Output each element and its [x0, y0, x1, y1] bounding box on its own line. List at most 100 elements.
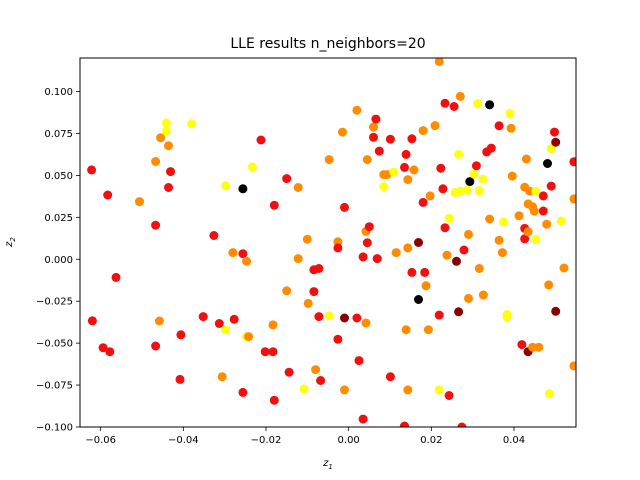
y-tick-label: 0.025 [44, 213, 73, 224]
scatter-point [474, 264, 484, 273]
scatter-point [151, 341, 161, 351]
scatter-point [371, 114, 381, 124]
scatter-point [538, 206, 548, 216]
scatter-point [440, 223, 450, 233]
scatter-point [528, 342, 538, 352]
scatter-point [421, 281, 431, 291]
scatter-point [311, 365, 321, 375]
scatter-point [354, 356, 364, 366]
scatter-point [452, 256, 461, 266]
scatter-point [520, 234, 530, 244]
scatter-point [474, 186, 484, 196]
scatter-point [103, 190, 113, 200]
scatter-point [457, 422, 467, 427]
scatter-point [401, 149, 411, 159]
scatter-point [514, 211, 524, 221]
scatter-point [154, 316, 164, 326]
scatter-point [361, 318, 371, 328]
scatter-point [407, 134, 417, 144]
scatter-point [400, 421, 409, 427]
scatter-point [551, 306, 561, 316]
y-tick-label: 0.000 [44, 255, 73, 266]
scatter-point [358, 252, 368, 262]
scatter-point [494, 235, 504, 245]
scatter-point [352, 105, 362, 115]
scatter-point [434, 310, 444, 320]
scatter-point [217, 372, 227, 382]
plot-frame [79, 57, 577, 428]
scatter-point [256, 135, 266, 145]
scatter-point [420, 267, 430, 277]
scatter-point [538, 191, 548, 201]
scatter-point [282, 286, 292, 296]
scatter-point [465, 177, 475, 187]
scatter-point [494, 121, 504, 131]
scatter-point [454, 149, 464, 159]
x-tick-label: 0.04 [503, 435, 525, 446]
scatter-point [403, 243, 413, 253]
x-axis-ticks: −0.06 −0.04 −0.02 0.00 0.02 0.04 [85, 427, 525, 446]
scatter-point [369, 122, 378, 132]
scatter-point [340, 202, 349, 212]
y-axis-ticks: −0.100 −0.075 −0.050 −0.025 0.000 0.025 0.050 0… [36, 87, 80, 434]
y-tick-label: −0.100 [36, 423, 73, 434]
scatter-point [478, 290, 488, 300]
scatter-point [425, 191, 435, 201]
scatter-point [543, 159, 552, 168]
scatter-point [164, 183, 173, 192]
y-tick-label: 0.075 [44, 129, 73, 140]
x-tick-label: −0.02 [251, 435, 282, 446]
y-axis-label-main: z [4, 241, 15, 248]
scatter-point [499, 217, 509, 227]
scatter-point [187, 119, 197, 129]
scatter-point [473, 99, 483, 109]
scatter-point [385, 372, 395, 382]
scatter-point [478, 174, 488, 184]
scatter-point [242, 256, 252, 266]
scatter-point [316, 376, 326, 385]
scatter-point [449, 102, 459, 111]
scatter-point [414, 238, 423, 247]
scatter-point [403, 385, 413, 395]
scatter-point [364, 222, 374, 232]
scatter-point [284, 367, 294, 377]
y-tick-label: −0.025 [36, 297, 73, 308]
scatter-point [302, 234, 312, 244]
scatter-point [151, 220, 161, 230]
scatter-point [269, 200, 279, 210]
scatter-point [436, 163, 446, 173]
scatter-point [559, 263, 569, 273]
scatter-point [418, 197, 428, 207]
scatter-point [459, 245, 469, 255]
scatter-point [464, 229, 473, 239]
scatter-point [166, 167, 175, 177]
scatter-point [407, 267, 417, 277]
scatter-point [569, 361, 576, 371]
scatter-point [293, 254, 303, 264]
scatter-point [362, 238, 372, 248]
scatter-point [389, 167, 399, 177]
scatter-point [469, 169, 479, 179]
scatter-point [434, 58, 444, 66]
scatter-point [372, 254, 382, 264]
scatter-point [542, 219, 552, 229]
scatter-point [161, 118, 171, 128]
scatter-point [164, 141, 173, 151]
scatter-point [454, 307, 464, 317]
x-axis-label: z1 [322, 458, 333, 471]
scatter-point [529, 206, 539, 216]
scatter-point [430, 121, 440, 131]
scatter-point [544, 280, 554, 290]
scatter-point [238, 184, 248, 194]
scatter-points [87, 58, 576, 427]
y-axis-label: z2 [4, 237, 17, 248]
scatter-point [444, 391, 454, 400]
scatter-point [293, 183, 303, 192]
y-axis-label-sub: 2 [9, 237, 17, 242]
scatter-point [214, 319, 224, 328]
scatter-point [352, 313, 362, 323]
scatter-point [151, 157, 161, 166]
x-tick-label: −0.06 [85, 435, 116, 446]
scatter-point [176, 330, 186, 340]
scatter-point [324, 311, 334, 321]
